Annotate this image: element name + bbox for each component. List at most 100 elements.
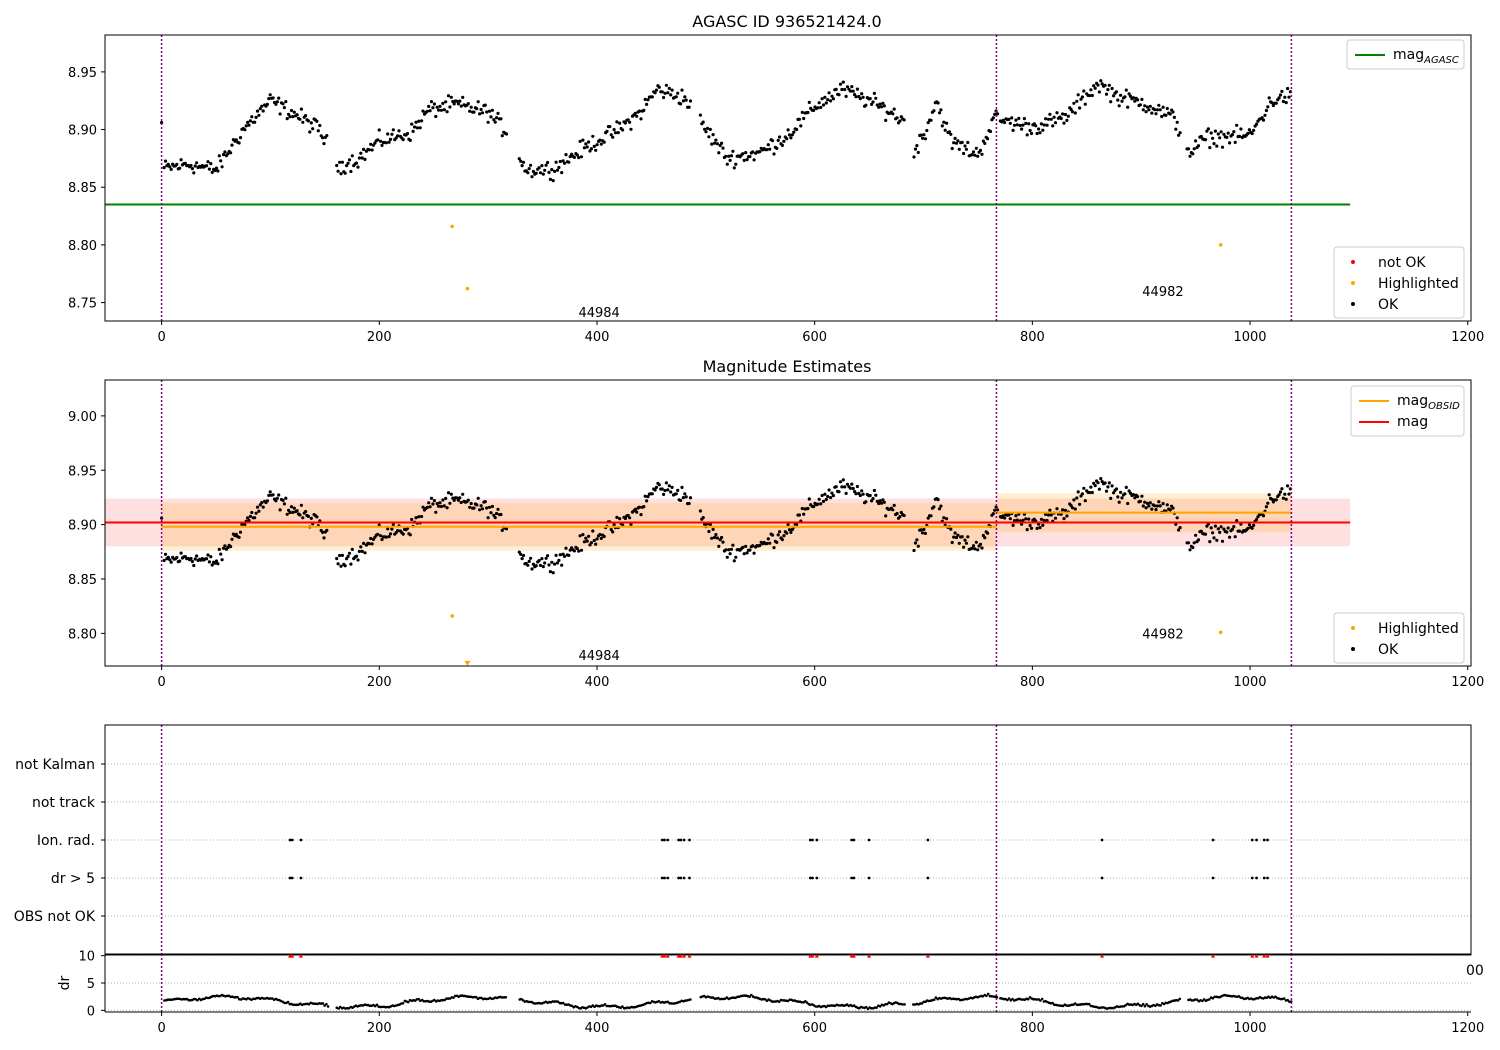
ok-point (823, 492, 827, 496)
ok-point (1191, 152, 1195, 156)
ok-point (210, 563, 214, 567)
dr-point (375, 1003, 379, 1007)
ok-point (216, 169, 220, 173)
ok-point (1161, 502, 1165, 506)
ok-point (848, 89, 853, 93)
ok-point (1287, 95, 1291, 99)
ok-point (1230, 133, 1234, 137)
ok-point (824, 497, 828, 502)
ok-point (1175, 516, 1179, 520)
ok-point (190, 167, 194, 171)
ok-point (654, 485, 659, 489)
ok-point (277, 96, 281, 100)
ok-point (976, 154, 980, 158)
ok-point (1078, 106, 1082, 110)
ok-point (1196, 144, 1201, 148)
ok-point (247, 518, 251, 523)
y-tick-label: 8.85 (68, 181, 97, 196)
ok-point (1203, 138, 1208, 142)
ok-point (1199, 529, 1203, 533)
ok-point (663, 91, 667, 95)
ok-point (1028, 523, 1032, 528)
ok-point (429, 100, 434, 104)
ok-point (408, 533, 412, 537)
ok-point (195, 554, 199, 558)
ok-point (439, 108, 443, 112)
ok-point (340, 160, 344, 164)
ok-point (1216, 527, 1220, 531)
ok-point (391, 128, 395, 132)
ok-point (442, 108, 446, 112)
ok-point (475, 107, 479, 111)
ok-point (609, 133, 613, 137)
ok-point (581, 533, 585, 537)
ok-point (1027, 517, 1031, 521)
obsid-label: 44982 (1142, 627, 1183, 642)
ok-point (281, 102, 285, 106)
ok-point (1138, 499, 1142, 503)
ok-point (939, 108, 943, 112)
ok-point (770, 139, 775, 143)
dr-point (556, 1000, 560, 1003)
dr-clipped-marker (1100, 953, 1105, 958)
ok-point (219, 159, 223, 163)
ok-point (538, 563, 543, 568)
ok-point (1116, 495, 1120, 499)
ok-point (1045, 123, 1049, 127)
legend-label: OK (1378, 642, 1399, 658)
legend-label: mag (1397, 414, 1428, 430)
ok-point (891, 508, 895, 512)
ok-point (684, 98, 688, 102)
ok-point (1082, 89, 1086, 93)
ok-point (1034, 124, 1038, 128)
ok-point (895, 116, 899, 120)
ok-point (410, 517, 414, 522)
ok-point (608, 125, 612, 129)
ok-point (376, 138, 380, 142)
ok-point (1220, 145, 1225, 149)
ok-point (1287, 492, 1291, 496)
ok-point (480, 111, 485, 115)
y-tick-label: 0 (87, 1004, 95, 1019)
dr-point (725, 996, 729, 999)
ok-point (1211, 531, 1215, 535)
ok-point (1126, 105, 1130, 109)
ok-point (871, 497, 875, 501)
ok-point (354, 554, 359, 558)
ok-point (268, 93, 272, 97)
ok-point (841, 478, 845, 482)
dr-point (981, 995, 985, 998)
ok-point (952, 141, 956, 145)
ok-point (635, 114, 639, 118)
ok-point (437, 108, 441, 112)
ok-point (664, 481, 669, 485)
ok-point (1143, 500, 1147, 504)
dr-point (1040, 997, 1044, 1001)
flag-point (677, 876, 681, 880)
category-label: OBS not OK (14, 909, 96, 925)
ok-point (578, 139, 582, 143)
ok-point (748, 155, 752, 159)
ok-point (1225, 530, 1229, 534)
ok-point (487, 109, 492, 113)
ok-point (741, 152, 745, 156)
ok-point (362, 147, 366, 151)
ok-point (221, 546, 226, 550)
ok-point (721, 540, 725, 544)
ok-point (871, 100, 875, 104)
ok-point (223, 150, 227, 154)
ok-point (587, 140, 591, 144)
ok-point (495, 116, 499, 120)
dr-point (1011, 997, 1014, 1001)
ok-point (772, 546, 776, 550)
ok-point (1021, 518, 1025, 523)
ok-point (255, 109, 260, 113)
ok-point (1174, 127, 1178, 131)
ok-point (495, 511, 499, 516)
ok-point (205, 557, 209, 561)
ok-point (1093, 484, 1097, 488)
ok-point (1254, 122, 1259, 126)
ok-point (1104, 92, 1109, 96)
ok-point (285, 117, 289, 121)
ok-point (253, 120, 257, 124)
